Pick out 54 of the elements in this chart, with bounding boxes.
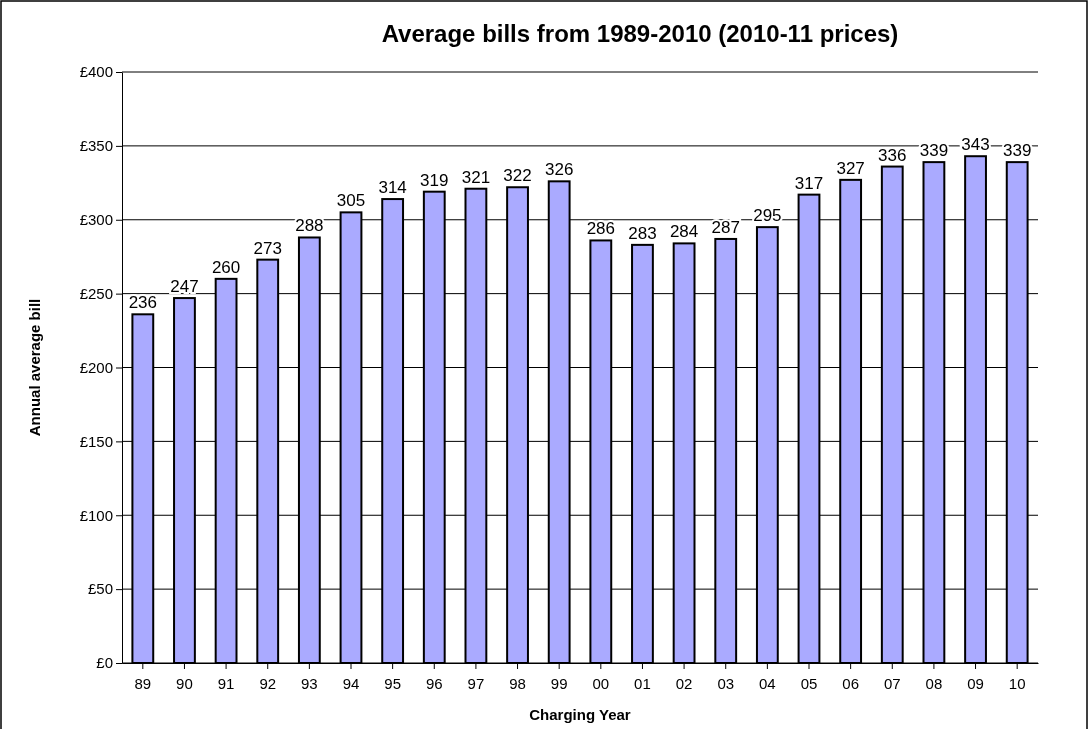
data-label: 260 bbox=[211, 257, 241, 277]
y-tick-label: £400 bbox=[79, 63, 113, 81]
x-tick-label: 06 bbox=[842, 674, 859, 692]
y-tick-label: £50 bbox=[87, 580, 113, 598]
y-tick-label: £350 bbox=[79, 137, 113, 155]
x-tick-label: 90 bbox=[176, 674, 193, 692]
x-tick-label: 01 bbox=[634, 674, 651, 692]
x-tick-label: 99 bbox=[550, 674, 568, 692]
y-tick-label: £100 bbox=[79, 506, 113, 524]
data-label: 283 bbox=[628, 223, 657, 243]
x-tick-label: 93 bbox=[301, 674, 318, 692]
x-tick-label: 08 bbox=[925, 674, 943, 692]
y-tick-label: £200 bbox=[79, 358, 113, 376]
data-label: 314 bbox=[378, 178, 407, 198]
data-label: 322 bbox=[503, 166, 532, 186]
data-label: 339 bbox=[1002, 141, 1032, 161]
data-label: 286 bbox=[586, 219, 616, 239]
data-label: 287 bbox=[711, 217, 740, 237]
data-label: 284 bbox=[669, 222, 699, 242]
x-tick-label: 92 bbox=[259, 674, 277, 692]
x-tick-label: 04 bbox=[759, 674, 776, 692]
y-tick-label: £300 bbox=[79, 211, 113, 229]
data-label: 339 bbox=[919, 141, 949, 161]
data-label: 305 bbox=[336, 191, 366, 211]
x-tick-label: 91 bbox=[217, 674, 235, 692]
data-label: 321 bbox=[461, 167, 491, 187]
x-tick-label: 07 bbox=[883, 674, 901, 692]
data-label: 317 bbox=[794, 173, 824, 193]
y-tick-label: £250 bbox=[79, 284, 113, 302]
x-axis-title: Charging Year bbox=[529, 706, 631, 723]
y-tick-label: £0 bbox=[96, 654, 113, 672]
x-tick-label: 89 bbox=[134, 674, 152, 692]
x-tick-label: 03 bbox=[717, 674, 735, 692]
chart-title: Average bills from 1989-2010 (2010-11 prices) bbox=[381, 20, 899, 47]
data-label: 247 bbox=[170, 277, 199, 297]
data-label: 273 bbox=[253, 238, 282, 258]
y-tick-label: £150 bbox=[79, 432, 113, 450]
x-tick-label: 10 bbox=[1008, 674, 1026, 692]
x-tick-label: 98 bbox=[509, 674, 526, 692]
x-tick-label: 96 bbox=[425, 674, 443, 692]
data-label: 326 bbox=[544, 160, 574, 180]
x-tick-label: 00 bbox=[592, 674, 610, 692]
data-label: 336 bbox=[878, 145, 907, 165]
y-axis-title: Annual average bill bbox=[26, 298, 43, 437]
data-label: 236 bbox=[128, 293, 158, 313]
data-label: 319 bbox=[420, 170, 449, 190]
x-tick-label: 95 bbox=[384, 674, 401, 692]
x-tick-label: 09 bbox=[967, 674, 984, 692]
x-tick-label: 05 bbox=[800, 674, 818, 692]
data-label: 288 bbox=[295, 216, 324, 236]
x-tick-label: 97 bbox=[467, 674, 485, 692]
x-tick-label: 02 bbox=[675, 674, 693, 692]
data-label: 327 bbox=[836, 158, 865, 178]
x-tick-label: 94 bbox=[342, 674, 360, 692]
